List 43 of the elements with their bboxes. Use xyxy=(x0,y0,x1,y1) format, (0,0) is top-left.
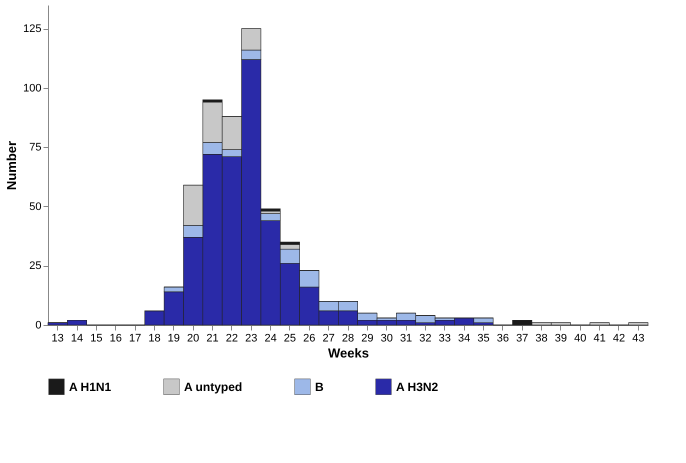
x-tick-label: 31 xyxy=(400,332,412,344)
x-tick-label: 34 xyxy=(458,332,470,344)
y-tick-label: 25 xyxy=(29,260,42,272)
x-tick-label: 19 xyxy=(168,332,180,344)
x-tick-label: 30 xyxy=(380,332,393,344)
x-tick-label: 16 xyxy=(110,332,122,344)
x-tick-label: 27 xyxy=(322,332,335,344)
x-tick-label: 24 xyxy=(264,332,277,344)
x-tick-label: 41 xyxy=(593,332,606,344)
x-tick-label: 23 xyxy=(245,332,258,344)
x-tick-label: 36 xyxy=(496,332,509,344)
x-tick-label: 22 xyxy=(226,332,238,344)
x-tick-label: 35 xyxy=(477,332,490,344)
x-tick-label: 20 xyxy=(187,332,200,344)
x-tick-label: 43 xyxy=(632,332,644,344)
x-tick-label: 38 xyxy=(535,332,548,344)
y-tick-label: 100 xyxy=(23,82,42,94)
legend-label: A untyped xyxy=(184,380,242,394)
x-tick-label: 28 xyxy=(342,332,354,344)
legend-label: A H3N2 xyxy=(396,380,439,394)
x-tick-label: 14 xyxy=(70,332,84,344)
x-tick-label: 21 xyxy=(206,332,219,344)
x-tick-label: 17 xyxy=(128,332,142,344)
x-tick-label: 32 xyxy=(419,332,432,344)
x-tick-label: 40 xyxy=(574,332,586,344)
x-tick-label: 39 xyxy=(554,332,568,344)
x-tick-label: 42 xyxy=(612,332,626,344)
legend-label: A H1N1 xyxy=(69,380,112,394)
x-tick-label: 33 xyxy=(438,332,451,344)
x-axis-title: Weeks xyxy=(328,346,369,360)
x-tick-label: 29 xyxy=(361,332,374,344)
y-tick-label: 75 xyxy=(29,142,42,154)
y-axis-title: Number xyxy=(4,140,20,190)
x-tick-label: 37 xyxy=(516,332,528,344)
y-tick-label: 50 xyxy=(29,200,42,213)
legend-label: B xyxy=(315,380,324,394)
x-tick-label: 18 xyxy=(148,332,161,344)
x-tick-label: 25 xyxy=(284,332,296,344)
x-tick-label: 13 xyxy=(52,332,64,344)
y-tick-label: 125 xyxy=(23,23,42,36)
y-tick-label: 0 xyxy=(35,320,42,332)
x-tick-label: 26 xyxy=(303,332,316,344)
x-tick-label: 15 xyxy=(90,332,103,344)
